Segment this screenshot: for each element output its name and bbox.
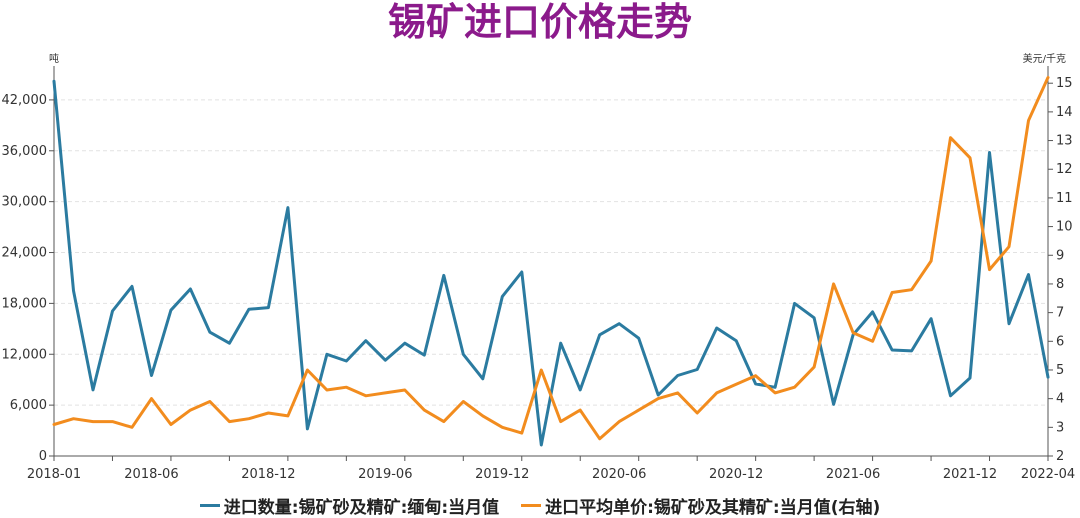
left-axis-unit: 吨 (49, 54, 59, 65)
right-axis-tick-label: 14 (1056, 105, 1073, 120)
left-axis-tick-label: 18,000 (2, 296, 48, 311)
x-axis-tick-label: 2019-12 (475, 467, 529, 482)
right-axis-tick-label: 6 (1056, 334, 1064, 349)
x-axis-tick-label: 2020-06 (592, 467, 646, 482)
legend-label-quantity: 进口数量:锡矿砂及精矿:缅甸:当月值 (223, 498, 500, 518)
right-axis-tick-label: 10 (1056, 220, 1073, 235)
left-axis-tick-label: 36,000 (2, 144, 48, 159)
chart-title: 锡矿进口价格走势 (387, 0, 692, 44)
right-axis-tick-label: 8 (1056, 277, 1064, 292)
legend-item-price: 进口平均单价:锡矿砂及其精矿:当月值(右轴) (521, 493, 880, 518)
x-axis-tick-label: 2021-12 (943, 467, 997, 482)
series-line-quantity (52, 79, 1050, 447)
x-axis-tick-label: 2018-06 (124, 467, 178, 482)
right-axis-tick-label: 12 (1056, 162, 1073, 177)
right-axis-tick-label: 13 (1056, 134, 1073, 149)
grid-lines (54, 99, 1048, 406)
series-lines (52, 76, 1050, 447)
legend-swatch-quantity (199, 504, 220, 507)
left-axis-tick-label: 0 (39, 449, 47, 464)
axes: 0 6,000 12,000 18,000 24,000 30,000 36,000 42,0… (2, 66, 1075, 482)
right-axis-tick-label: 7 (1056, 306, 1064, 321)
right-axis-unit: 美元/千克 (1022, 54, 1066, 65)
right-axis-tick-label: 3 (1056, 420, 1064, 435)
legend-label-price: 进口平均单价:锡矿砂及其精矿:当月值(右轴) (545, 498, 881, 518)
x-axis-tick-label: 2018-01 (27, 467, 81, 482)
left-axis-tick-label: 42,000 (2, 93, 48, 108)
left-axis-tick-label: 12,000 (2, 347, 48, 362)
series-line-price (52, 76, 1050, 441)
x-axis-tick-label: 2021-06 (826, 467, 880, 482)
x-axis-tick-label: 2018-12 (241, 467, 295, 482)
left-axis-tick-label: 24,000 (2, 246, 48, 261)
legend: 进口数量:锡矿砂及精矿:缅甸:当月值 进口平均单价:锡矿砂及其精矿:当月值(右轴… (0, 492, 1080, 518)
right-axis-tick-label: 4 (1056, 392, 1064, 407)
x-axis-tick-label: 2019-06 (358, 467, 412, 482)
right-axis-tick-label: 11 (1056, 191, 1073, 206)
right-axis-tick-label: 5 (1056, 363, 1064, 378)
right-axis-tick-label: 15 (1056, 76, 1073, 91)
x-axis-tick-label: 2020-12 (709, 467, 763, 482)
legend-item-quantity: 进口数量:锡矿砂及精矿:缅甸:当月值 (199, 493, 500, 518)
left-axis-tick-label: 30,000 (2, 195, 48, 210)
left-axis-tick-label: 6,000 (10, 398, 47, 413)
right-axis-tick-label: 2 (1056, 449, 1064, 464)
right-axis-tick-label: 9 (1056, 248, 1064, 263)
legend-swatch-price (521, 504, 542, 507)
x-axis-tick-label: 2022-04 (1021, 467, 1075, 482)
